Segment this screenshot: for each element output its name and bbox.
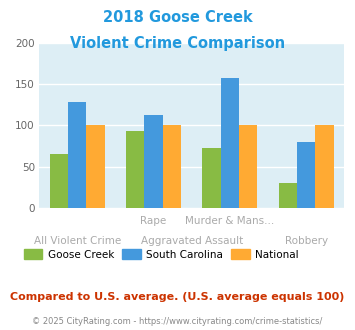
Text: Murder & Mans...: Murder & Mans...	[185, 216, 274, 226]
Bar	[86, 125, 105, 208]
Bar	[126, 131, 144, 208]
Text: Aggravated Assault: Aggravated Assault	[141, 236, 243, 246]
Bar	[68, 102, 86, 208]
Bar	[239, 125, 257, 208]
Text: Robbery: Robbery	[285, 236, 328, 246]
Text: Compared to U.S. average. (U.S. average equals 100): Compared to U.S. average. (U.S. average …	[10, 292, 345, 302]
Legend: Goose Creek, South Carolina, National: Goose Creek, South Carolina, National	[20, 245, 303, 264]
Text: Violent Crime Comparison: Violent Crime Comparison	[70, 36, 285, 51]
Bar	[297, 142, 315, 208]
Bar	[202, 148, 221, 208]
Bar	[315, 125, 334, 208]
Bar	[144, 115, 163, 208]
Bar	[163, 125, 181, 208]
Text: © 2025 CityRating.com - https://www.cityrating.com/crime-statistics/: © 2025 CityRating.com - https://www.city…	[32, 317, 323, 326]
Bar	[221, 78, 239, 208]
Bar	[50, 154, 68, 208]
Text: All Violent Crime: All Violent Crime	[34, 236, 121, 246]
Text: 2018 Goose Creek: 2018 Goose Creek	[103, 10, 252, 25]
Bar	[279, 183, 297, 208]
Text: Rape: Rape	[141, 216, 166, 226]
